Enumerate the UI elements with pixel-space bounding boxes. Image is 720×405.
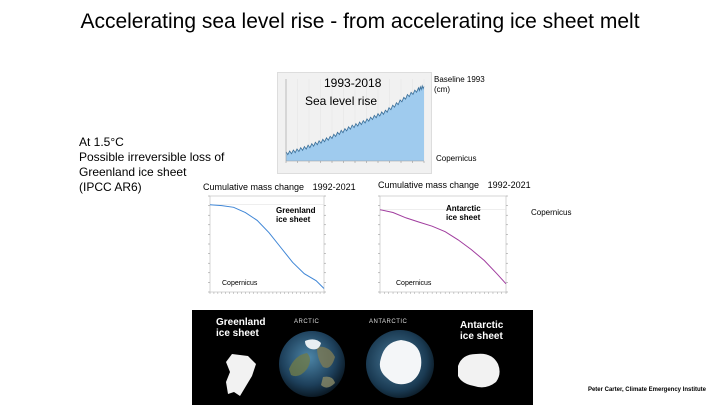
- antarctic-chart-period: 1992-2021: [487, 180, 531, 190]
- arctic-caption: ARCTIC: [294, 319, 320, 325]
- antarctic-chart-label: Antarctic ice sheet: [446, 204, 481, 222]
- antarctic-source-side: Copernicus: [531, 208, 572, 217]
- greenland-shape-icon: [226, 354, 256, 396]
- sea-level-area: [286, 85, 424, 161]
- panel-greenland-label: Greenland ice sheet: [216, 317, 265, 339]
- sea-level-plot: [285, 79, 425, 163]
- antarctic-chart-title-text: Cumulative mass change: [378, 180, 480, 190]
- panel-antarctic-label-line: ice sheet: [460, 331, 503, 342]
- greenland-source: Copernicus: [222, 280, 258, 287]
- antarctic-plot: [378, 195, 508, 294]
- baseline-line: Baseline 1993: [434, 75, 485, 84]
- credit: Peter Carter, Climate Emergency Institut…: [587, 387, 706, 393]
- sea-level-line: [285, 84, 425, 156]
- baseline-unit: (cm): [434, 85, 450, 94]
- greenland-plot: [208, 195, 326, 294]
- greenland-chart-title-text: Cumulative mass change: [203, 182, 305, 192]
- ice-sheet-panel: Greenland ice sheet ARCTIC ANTARCTIC: [192, 310, 533, 405]
- ipcc-note-line: Greenland ice sheet: [79, 165, 187, 179]
- ipcc-note-line: At 1.5°C: [79, 135, 124, 149]
- panel-antarctic-label: Antarctic ice sheet: [460, 320, 503, 342]
- antarctica-shape-icon: [458, 353, 500, 388]
- panel-antarctic-label-line: Antarctic: [460, 320, 504, 331]
- ipcc-note-line: (IPCC AR6): [79, 180, 142, 194]
- ipcc-note-line: Possible irreversible loss of: [79, 150, 225, 164]
- sea-level-chart: 1993-2018 Sea level rise: [277, 72, 432, 174]
- panel-greenland-label-line: Greenland: [216, 317, 266, 328]
- slide-title: Accelerating sea level rise - from accel…: [80, 10, 640, 33]
- sea-level-source: Copernicus: [436, 154, 477, 163]
- antarctic-chart-title: Cumulative mass change 1992-2021: [378, 180, 531, 190]
- greenland-series-line: [209, 204, 325, 289]
- greenland-chart-title: Cumulative mass change 1992-2021: [203, 182, 356, 192]
- panel-greenland-label-line: ice sheet: [216, 328, 259, 339]
- greenland-chart-period: 1992-2021: [312, 182, 356, 192]
- greenland-chart-label-line: Greenland: [276, 206, 316, 215]
- greenland-plot-frame: [209, 195, 325, 293]
- antarctic-chart-label-line: Antarctic: [446, 204, 481, 213]
- sea-level-baseline: Baseline 1993 (cm): [434, 75, 485, 95]
- greenland-chart-label: Greenland ice sheet: [276, 206, 316, 224]
- antarctic-mass-chart: Antarctic ice sheet Copernicus: [366, 192, 516, 302]
- antarctic-globe-icon: [366, 330, 434, 398]
- antarctic-chart-label-line: ice sheet: [446, 213, 481, 222]
- antarctic-source: Copernicus: [396, 280, 432, 287]
- greenland-mass-chart: Greenland ice sheet Copernicus: [196, 192, 332, 302]
- sea-level-period: 1993-2018: [324, 76, 382, 90]
- sea-level-label: Sea level rise: [305, 94, 378, 108]
- greenland-chart-label-line: ice sheet: [276, 215, 311, 224]
- ipcc-note: At 1.5°C Possible irreversible loss of G…: [79, 135, 224, 195]
- antarctic-caption: ANTARCTIC: [369, 319, 408, 325]
- arctic-globe-icon: [279, 331, 345, 397]
- antarctic-series-line: [379, 209, 507, 285]
- antarctic-plot-frame: [379, 195, 507, 293]
